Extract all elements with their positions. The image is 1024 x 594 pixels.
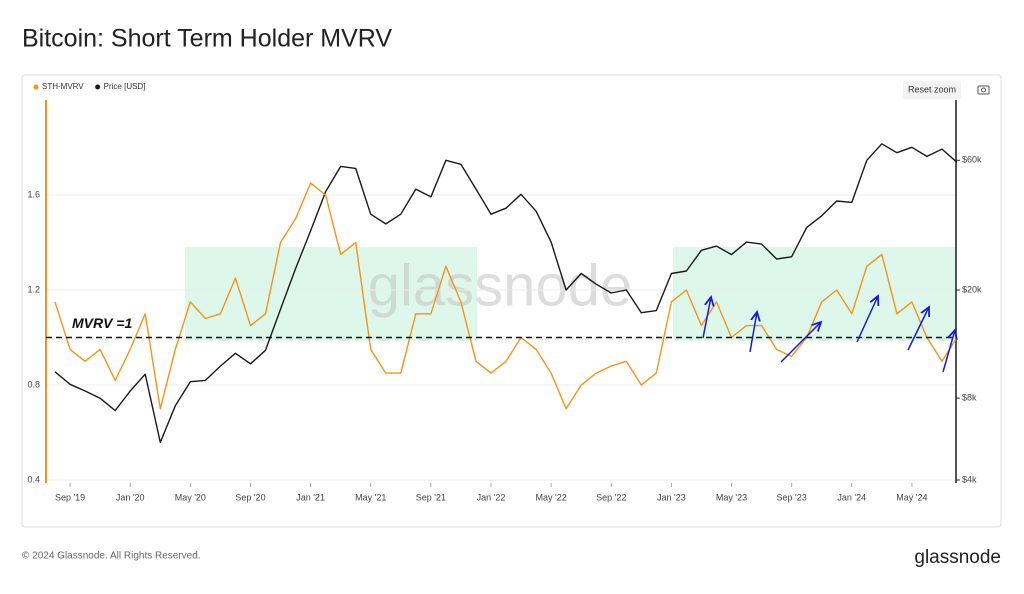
arrow — [780, 322, 821, 363]
x-tick-label: May '24 — [896, 492, 927, 502]
camera-body[interactable] — [977, 85, 990, 95]
y2-tick-label: $20k — [962, 284, 982, 294]
x-tick-label: Sep '23 — [777, 492, 807, 502]
highlight-band — [185, 247, 477, 341]
chart-frame — [21, 74, 1002, 528]
watermark: glassnode — [368, 253, 632, 318]
x-tick-label: May '22 — [535, 492, 566, 502]
x-tick-label: Sep '22 — [596, 492, 626, 502]
x-tick-label: Sep '20 — [235, 492, 265, 502]
legend-label: STH-MVRV — [42, 82, 84, 91]
arrow — [907, 307, 929, 351]
legend-swatch — [95, 84, 101, 90]
arrow — [702, 297, 711, 339]
highlight-band — [673, 247, 956, 341]
y2-tick-label: $8k — [962, 393, 977, 403]
arrow — [856, 296, 878, 343]
y-tick-label: 0.8 — [27, 379, 40, 389]
x-tick-label: Sep '21 — [416, 492, 446, 502]
y-tick-label: 1.2 — [27, 284, 40, 294]
camera-icon[interactable] — [977, 85, 990, 95]
x-tick-label: Jan '20 — [116, 492, 145, 502]
legend-label: Price [USD] — [104, 82, 146, 91]
y-tick-label: 1.6 — [27, 189, 40, 199]
copyright: © 2024 Glassnode. All Rights Reserved. — [22, 551, 201, 562]
camera-lens[interactable] — [981, 87, 986, 93]
reset-zoom-button[interactable] — [903, 81, 961, 99]
reset-zoom-label[interactable]: Reset zoom — [908, 84, 956, 94]
arrow — [942, 330, 955, 373]
x-tick-label: Jan '21 — [296, 492, 325, 502]
x-tick-label: Jan '22 — [477, 492, 506, 502]
legend-swatch — [33, 84, 39, 90]
x-tick-label: May '20 — [175, 492, 206, 502]
trend-arrows — [702, 296, 955, 373]
page-title: Bitcoin: Short Term Holder MVRV — [22, 25, 392, 53]
y2-tick-label: $4k — [962, 474, 977, 484]
series-line — [54, 143, 958, 444]
x-tick-label: Sep '19 — [55, 492, 85, 502]
x-tick-label: Jan '23 — [657, 492, 686, 502]
plot-area: 0.4 0.8 1.2 1.6 $4k $8k $20k $60k Sep '19 Jan '20… — [27, 82, 982, 502]
x-tick-label: May '23 — [716, 492, 747, 502]
logo: glassnode — [914, 547, 1001, 568]
reference-label: MVRV =1 — [72, 315, 133, 331]
x-tick-label: May '21 — [355, 492, 386, 502]
y2-tick-label: $60k — [962, 155, 982, 165]
y-tick-label: 0.4 — [27, 474, 40, 484]
arrow — [749, 312, 757, 353]
x-tick-label: Jan '24 — [837, 492, 866, 502]
